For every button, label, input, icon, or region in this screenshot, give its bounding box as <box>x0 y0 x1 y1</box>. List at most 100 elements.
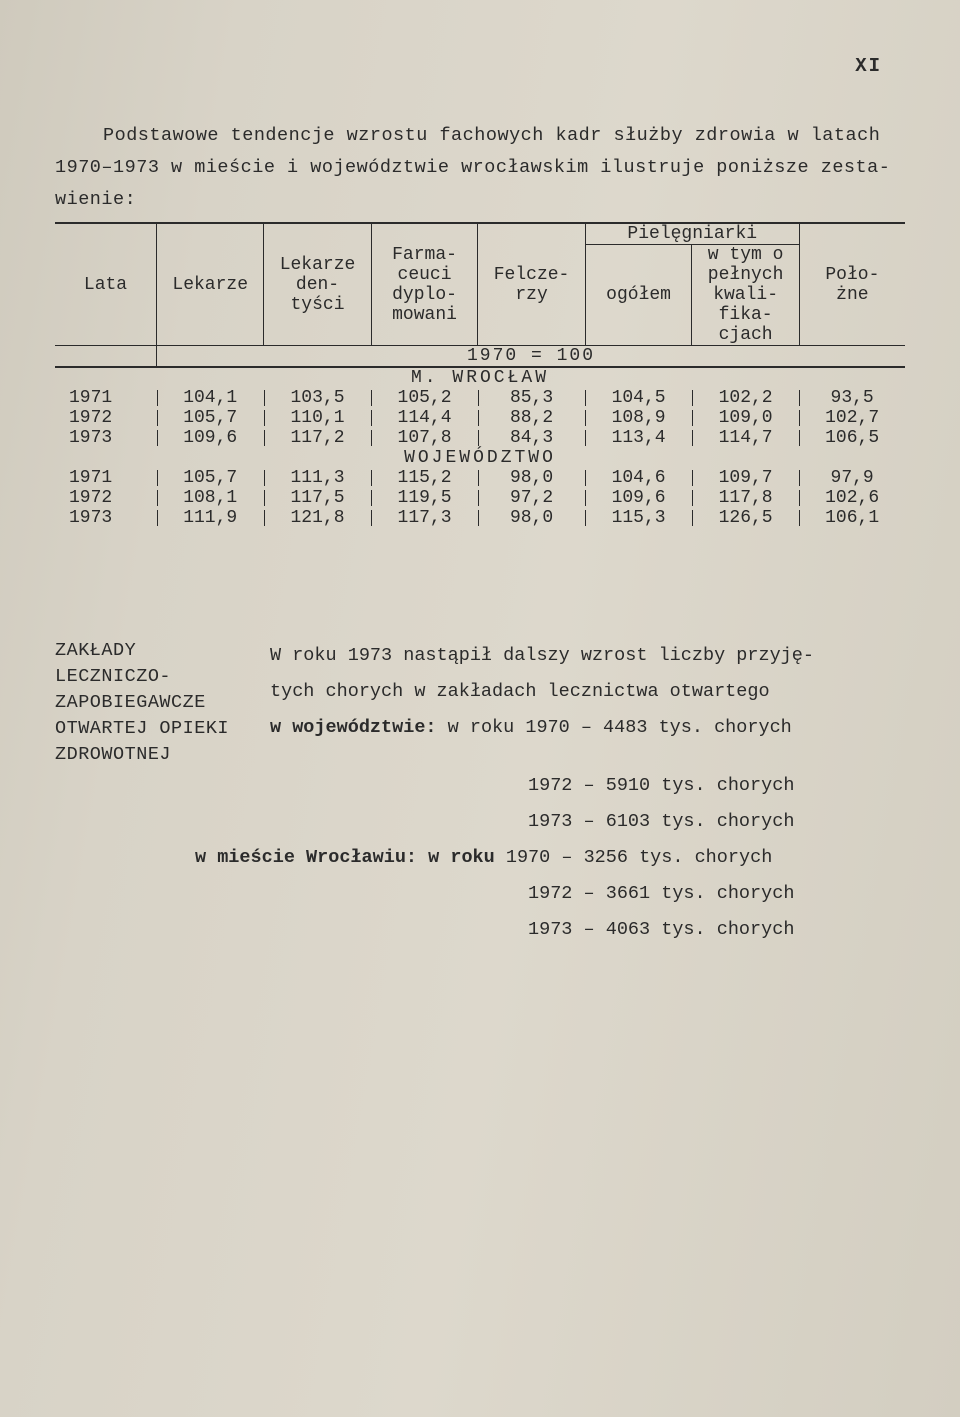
woj-0-v0: 105,7 <box>157 468 264 488</box>
hdr-farma-l1: Farma- <box>392 245 457 265</box>
city-1-v1: 110,1 <box>264 408 371 428</box>
city-1-v0: 105,7 <box>157 408 264 428</box>
woj-2-v4: 115,3 <box>585 508 692 528</box>
woj-2-v5: 126,5 <box>692 508 799 528</box>
woj-row-0: 1971 105,7 111,3 115,2 98,0 104,6 109,7 … <box>55 468 905 488</box>
hdr-piel-kw-l4: fika- <box>719 305 773 325</box>
body-l3-b: w roku 1970 – 4483 tys. chorych <box>437 717 792 738</box>
city-row-2: 1973 109,6 117,2 107,8 84,3 113,4 114,7 … <box>55 428 905 448</box>
woj-2-v0: 111,9 <box>157 508 264 528</box>
city-2-v6: 106,5 <box>799 428 905 448</box>
body-city-line: w mieście Wrocławiu: w roku 1970 – 3256 … <box>55 840 905 876</box>
body-l3-a: w województwie: <box>270 717 437 738</box>
woj-2-v6: 106,1 <box>799 508 905 528</box>
side-heading-l2: ZAPOBIEGAWCZE <box>55 690 260 716</box>
hdr-lekarze: Lekarze <box>157 223 264 346</box>
stat-w-1972: 1972 – 5910 tys. chorych <box>55 768 905 804</box>
stat-m-1972: 1972 – 3661 tys. chorych <box>55 876 905 912</box>
side-heading-l1: ZAKŁADY LECZNICZO- <box>55 638 260 690</box>
city-1-v3: 88,2 <box>478 408 585 428</box>
intro-paragraph: Podstawowe tendencje wzrostu fachowych k… <box>55 120 905 216</box>
hdr-farma-l4: mowani <box>392 305 457 325</box>
city-1-year: 1972 <box>55 408 157 428</box>
city-0-v3: 85,3 <box>478 388 585 408</box>
page: XI Podstawowe tendencje wzrostu fachowyc… <box>0 0 960 1417</box>
hdr-piel-kw-l5: cjach <box>719 325 773 345</box>
city-0-v1: 103,5 <box>264 388 371 408</box>
city-1-v2: 114,4 <box>371 408 478 428</box>
city-0-v0: 104,1 <box>157 388 264 408</box>
city-0-year: 1971 <box>55 388 157 408</box>
hdr-piel-ogolem: ogółem <box>585 245 692 346</box>
section-woj: WOJEWÓDZTWO <box>55 448 905 468</box>
hdr-felcz-l2: rzy <box>515 285 547 305</box>
woj-1-v1: 117,5 <box>264 488 371 508</box>
woj-2-v1: 121,8 <box>264 508 371 528</box>
lower-block: ZAKŁADY LECZNICZO- ZAPOBIEGAWCZE OTWARTE… <box>55 638 905 768</box>
section-city-label: M. WROCŁAW <box>55 367 905 388</box>
woj-2-v3: 98,0 <box>478 508 585 528</box>
hdr-lata: Lata <box>55 223 157 346</box>
woj-0-year: 1971 <box>55 468 157 488</box>
city-row-0: 1971 104,1 103,5 105,2 85,3 104,5 102,2 … <box>55 388 905 408</box>
hdr-polozne: Poło- żne <box>799 223 905 346</box>
woj-0-v6: 97,9 <box>799 468 905 488</box>
city-1-v4: 108,9 <box>585 408 692 428</box>
woj-1-v4: 109,6 <box>585 488 692 508</box>
hdr-dentysci-l1: Lekarze <box>280 255 356 275</box>
basis-label: 1970 = 100 <box>467 346 595 366</box>
city-2-year: 1973 <box>55 428 157 448</box>
intro-line-2: 1970–1973 w mieście i województwie wrocł… <box>55 152 905 184</box>
city-0-v6: 93,5 <box>799 388 905 408</box>
woj-1-v2: 119,5 <box>371 488 478 508</box>
city-0-v5: 102,2 <box>692 388 799 408</box>
body-city-a: w mieście Wrocławiu: w roku <box>195 847 495 868</box>
hdr-felczerzy: Felcze- rzy <box>478 223 585 346</box>
city-2-v0: 109,6 <box>157 428 264 448</box>
woj-0-v3: 98,0 <box>478 468 585 488</box>
side-heading-l4: ZDROWOTNEJ <box>55 742 260 768</box>
hdr-piel-kw-l3: kwali- <box>713 285 778 305</box>
woj-2-year: 1973 <box>55 508 157 528</box>
woj-1-v0: 108,1 <box>157 488 264 508</box>
page-number: XI <box>855 55 882 77</box>
hdr-polozne-l1: Poło- <box>825 265 879 285</box>
woj-1-v5: 117,8 <box>692 488 799 508</box>
woj-0-v5: 109,7 <box>692 468 799 488</box>
city-row-1: 1972 105,7 110,1 114,4 88,2 108,9 109,0 … <box>55 408 905 428</box>
hdr-piel-kwal: w tym o pełnych kwali- fika- cjach <box>692 245 799 346</box>
city-0-v2: 105,2 <box>371 388 478 408</box>
body-l2: tych chorych w zakładach lecznictwa otwa… <box>270 674 905 710</box>
hdr-dentysci-l3: tyści <box>291 295 345 315</box>
basis-cell: 1970 = 100 <box>157 346 905 368</box>
woj-1-v3: 97,2 <box>478 488 585 508</box>
header-row-1: Lata Lekarze Lekarze den- tyści Farma- c… <box>55 223 905 245</box>
body-text: W roku 1973 nastąpił dalszy wzrost liczb… <box>270 638 905 746</box>
hdr-dentysci: Lekarze den- tyści <box>264 223 371 346</box>
woj-row-2: 1973 111,9 121,8 117,3 98,0 115,3 126,5 … <box>55 508 905 528</box>
woj-0-v4: 104,6 <box>585 468 692 488</box>
growth-table: Lata Lekarze Lekarze den- tyści Farma- c… <box>55 222 905 528</box>
side-heading-l3: OTWARTEJ OPIEKI <box>55 716 260 742</box>
city-2-v2: 107,8 <box>371 428 478 448</box>
stat-m-1973: 1973 – 4063 tys. chorych <box>55 912 905 948</box>
woj-0-v2: 115,2 <box>371 468 478 488</box>
city-2-v3: 84,3 <box>478 428 585 448</box>
hdr-farma-l3: dyplo- <box>392 285 457 305</box>
section-city: M. WROCŁAW <box>55 367 905 388</box>
hdr-piel-kw-l1: w tym o <box>708 245 784 265</box>
body-l3: w województwie: w roku 1970 – 4483 tys. … <box>270 710 905 746</box>
intro-line-3: wienie: <box>55 184 905 216</box>
woj-1-year: 1972 <box>55 488 157 508</box>
body-city-b: 1970 – 3256 tys. chorych <box>495 847 773 868</box>
city-1-v6: 102,7 <box>799 408 905 428</box>
hdr-pielegniarki-group: Pielęgniarki <box>585 223 799 245</box>
hdr-farmaceuci: Farma- ceuci dyplo- mowani <box>371 223 478 346</box>
stat-w-1973: 1973 – 6103 tys. chorych <box>55 804 905 840</box>
body-l1: W roku 1973 nastąpił dalszy wzrost liczb… <box>270 638 905 674</box>
woj-row-1: 1972 108,1 117,5 119,5 97,2 109,6 117,8 … <box>55 488 905 508</box>
section-woj-label: WOJEWÓDZTWO <box>55 448 905 468</box>
basis-empty <box>55 346 157 368</box>
intro-line-1: Podstawowe tendencje wzrostu fachowych k… <box>55 120 905 152</box>
city-1-v5: 109,0 <box>692 408 799 428</box>
